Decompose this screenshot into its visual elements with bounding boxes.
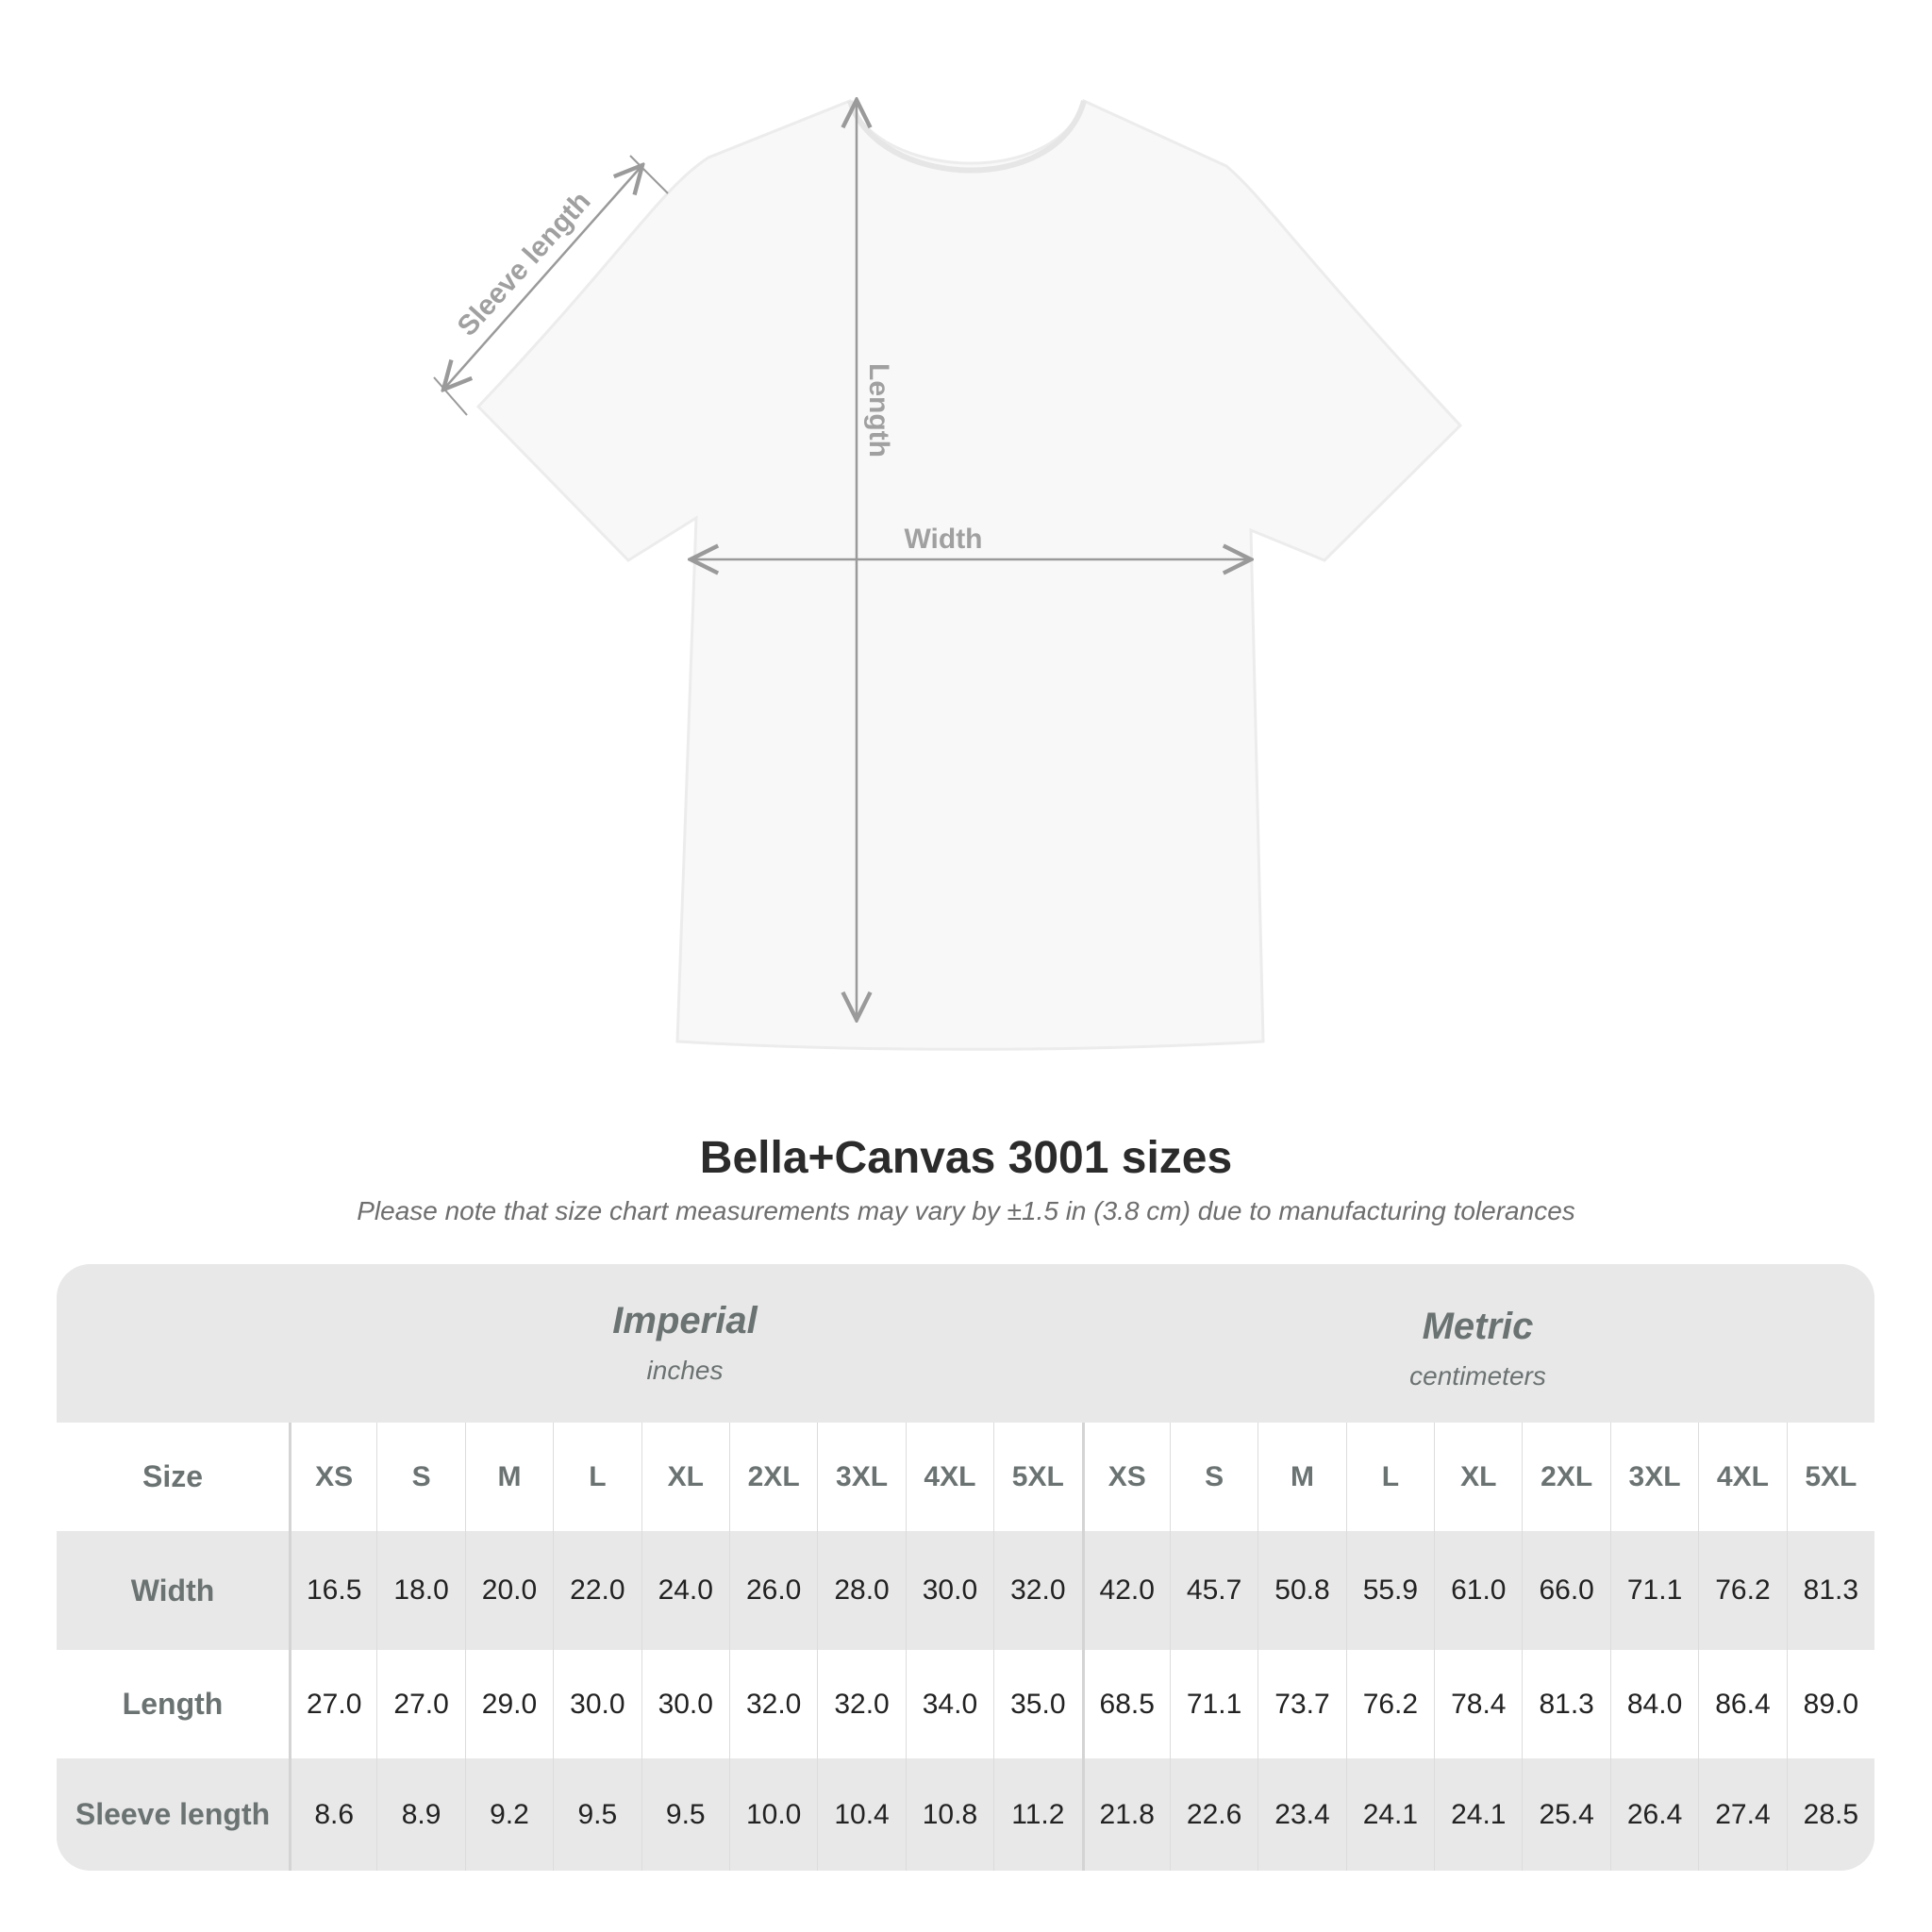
imperial-value-cell: 9.5 [553, 1758, 641, 1871]
imperial-header: Imperial inches [289, 1300, 1081, 1386]
metric-size-header: S [1169, 1423, 1257, 1531]
metric-value-cell: 71.1 [1609, 1531, 1698, 1650]
imperial-value-cell: 35.0 [993, 1650, 1081, 1758]
tshirt-diagram: Length Width Sleeve length [433, 0, 1463, 1051]
width-label: Width [904, 524, 982, 555]
sleeve-tick [629, 155, 669, 194]
row-label: Width [130, 1573, 215, 1607]
size-label: Size [142, 1459, 204, 1493]
imperial-value-cell: 10.0 [728, 1758, 817, 1871]
imperial-value-cell: 9.2 [464, 1758, 553, 1871]
metric-value-cell: 73.7 [1257, 1650, 1345, 1758]
metric-value-cell: 84.0 [1609, 1650, 1698, 1758]
metric-value-cell: 23.4 [1257, 1758, 1345, 1871]
imperial-size-header: XL [641, 1423, 729, 1531]
metric-value-cell: 68.5 [1081, 1650, 1170, 1758]
imperial-value-cell: 34.0 [905, 1650, 993, 1758]
imperial-value-cell: 8.6 [289, 1758, 376, 1871]
page-title: Bella+Canvas 3001 sizes [699, 1133, 1233, 1183]
imperial-value-cell: 32.0 [817, 1650, 905, 1758]
imperial-value-cell: 27.0 [289, 1650, 376, 1758]
metric-value-cell: 25.4 [1522, 1758, 1609, 1871]
metric-value-cell: 66.0 [1522, 1531, 1609, 1650]
metric-value-cell: 78.4 [1434, 1650, 1522, 1758]
metric-size-header: 3XL [1609, 1423, 1698, 1531]
imperial-value-cell: 24.0 [641, 1531, 729, 1650]
metric-size-header: M [1257, 1423, 1345, 1531]
table-row: Sleeve length 8.6 8.9 9.2 9.5 9.5 10.0 10.4 10.8… [57, 1758, 1874, 1871]
metric-value-cell: 81.3 [1522, 1650, 1609, 1758]
imperial-value-cell: 18.0 [376, 1531, 464, 1650]
metric-value-cell: 24.1 [1434, 1758, 1522, 1871]
length-label: Length [863, 363, 894, 458]
imperial-value-cell: 32.0 [993, 1531, 1081, 1650]
metric-value-cell: 27.4 [1698, 1758, 1786, 1871]
metric-value-cell: 81.3 [1786, 1531, 1874, 1650]
imperial-value-cell: 29.0 [464, 1650, 553, 1758]
imperial-value-cell: 22.0 [553, 1531, 641, 1650]
imperial-value-cell: 9.5 [641, 1758, 729, 1871]
metric-size-header: XS [1081, 1423, 1170, 1531]
metric-size-header: L [1345, 1423, 1434, 1531]
metric-size-header: 4XL [1698, 1423, 1786, 1531]
table-row: Length 27.0 27.0 29.0 30.0 30.0 32.0 32.0 34.0 35… [57, 1650, 1874, 1758]
imperial-size-header: S [376, 1423, 464, 1531]
metric-title: Metric [1422, 1306, 1534, 1347]
imperial-value-cell: 20.0 [464, 1531, 553, 1650]
metric-value-cell: 86.4 [1698, 1650, 1786, 1758]
metric-value-cell: 45.7 [1169, 1531, 1257, 1650]
imperial-size-header: 5XL [993, 1423, 1081, 1531]
imperial-size-header: L [553, 1423, 641, 1531]
metric-value-cell: 76.2 [1345, 1650, 1434, 1758]
metric-size-header: XL [1434, 1423, 1522, 1531]
imperial-value-cell: 27.0 [376, 1650, 464, 1758]
imperial-value-cell: 32.0 [728, 1650, 817, 1758]
row-label: Length [122, 1687, 224, 1721]
metric-value-cell: 21.8 [1081, 1758, 1170, 1871]
table-row: Width 16.5 18.0 20.0 22.0 24.0 26.0 28.0 30.0 32.… [57, 1531, 1874, 1650]
metric-value-cell: 24.1 [1345, 1758, 1434, 1871]
tshirt-shape [475, 98, 1463, 1051]
sleeve-tick [433, 376, 468, 416]
metric-size-header: 2XL [1522, 1423, 1609, 1531]
metric-size-header: 5XL [1786, 1423, 1874, 1531]
imperial-value-cell: 26.0 [728, 1531, 817, 1650]
imperial-value-cell: 30.0 [553, 1650, 641, 1758]
metric-value-cell: 61.0 [1434, 1531, 1522, 1650]
metric-value-cell: 50.8 [1257, 1531, 1345, 1650]
imperial-title: Imperial [612, 1300, 758, 1341]
imperial-value-cell: 16.5 [289, 1531, 376, 1650]
sleeve-arrow [443, 165, 642, 390]
imperial-unit: inches [646, 1356, 724, 1385]
metric-value-cell: 26.4 [1609, 1758, 1698, 1871]
imperial-size-header: XS [289, 1423, 376, 1531]
metric-value-cell: 76.2 [1698, 1531, 1786, 1650]
metric-header: Metric centimeters [1081, 1306, 1874, 1391]
row-label: Sleeve length [75, 1797, 271, 1831]
imperial-value-cell: 30.0 [641, 1650, 729, 1758]
imperial-size-header: 2XL [728, 1423, 817, 1531]
metric-unit: centimeters [1409, 1361, 1546, 1391]
metric-value-cell: 89.0 [1786, 1650, 1874, 1758]
metric-value-cell: 28.5 [1786, 1758, 1874, 1871]
imperial-value-cell: 8.9 [376, 1758, 464, 1871]
size-table: Imperial inches Metric centimeters Size X… [57, 1264, 1874, 1871]
imperial-value-cell: 28.0 [817, 1531, 905, 1650]
metric-value-cell: 42.0 [1081, 1531, 1170, 1650]
metric-value-cell: 71.1 [1169, 1650, 1257, 1758]
imperial-value-cell: 10.8 [905, 1758, 993, 1871]
imperial-size-header: 3XL [817, 1423, 905, 1531]
size-header-row: Size XS S M L XL 2XL 3XL 4XL 5XL XS S M L XL 2XL 3XL 4XL 5… [57, 1423, 1874, 1531]
imperial-value-cell: 30.0 [905, 1531, 993, 1650]
metric-value-cell: 22.6 [1169, 1758, 1257, 1871]
tolerance-note: Please note that size chart measurements… [357, 1196, 1575, 1225]
imperial-size-header: 4XL [905, 1423, 993, 1531]
imperial-value-cell: 10.4 [817, 1758, 905, 1871]
imperial-size-header: M [464, 1423, 553, 1531]
unit-header: Imperial inches Metric centimeters [57, 1264, 1874, 1423]
metric-value-cell: 55.9 [1345, 1531, 1434, 1650]
imperial-value-cell: 11.2 [993, 1758, 1081, 1871]
